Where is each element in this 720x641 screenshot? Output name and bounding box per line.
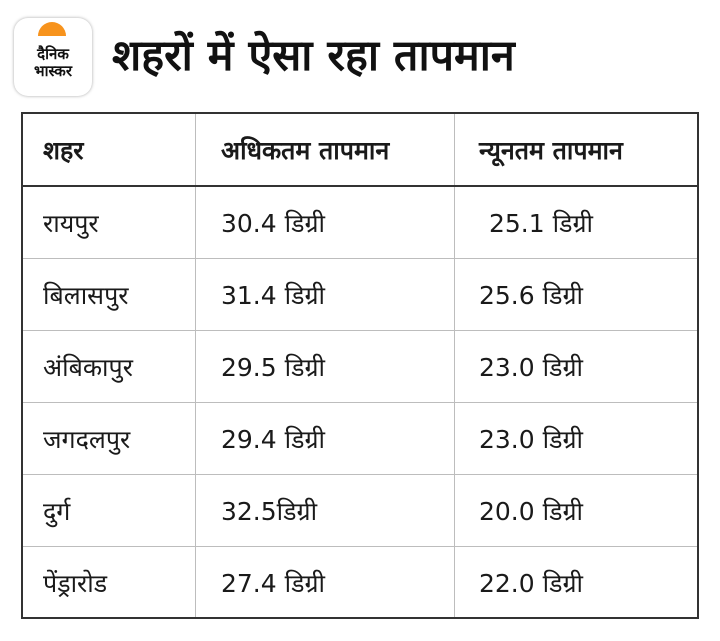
min-temp-cell: 20.0 डिग्री xyxy=(479,496,584,526)
city-cell: दुर्ग xyxy=(43,496,71,526)
sun-icon xyxy=(38,22,66,36)
max-temp-cell: 29.5 डिग्री xyxy=(221,352,326,382)
city-cell: जगदलपुर xyxy=(43,424,131,454)
column-divider xyxy=(195,114,196,617)
brand-name-line2: भास्कर xyxy=(34,62,72,80)
table-row: जगदलपुर 29.4 डिग्री 23.0 डिग्री xyxy=(23,403,697,475)
max-temp-cell: 32.5डिग्री xyxy=(221,496,318,526)
city-cell: बिलासपुर xyxy=(43,280,129,310)
city-cell: पेंड्रारोड xyxy=(43,569,108,598)
max-temp-cell: 27.4 डिग्री xyxy=(221,569,326,598)
min-temp-cell: 22.0 डिग्री xyxy=(479,569,584,598)
min-temp-cell: 25.1 डिग्री xyxy=(489,208,594,238)
temperature-table: शहर अधिकतम तापमान न्यूनतम तापमान रायपुर … xyxy=(21,112,699,619)
page-title: शहरों में ऐसा रहा तापमान xyxy=(112,31,515,81)
table-row: दुर्ग 32.5डिग्री 20.0 डिग्री xyxy=(23,475,697,547)
min-temp-cell: 23.0 डिग्री xyxy=(479,352,584,382)
table-row: बिलासपुर 31.4 डिग्री 25.6 डिग्री xyxy=(23,259,697,331)
table-row: रायपुर 30.4 डिग्री 25.1 डिग्री xyxy=(23,187,697,259)
min-temp-cell: 25.6 डिग्री xyxy=(479,280,584,310)
brand-name-line1: दैनिक xyxy=(37,45,69,63)
column-divider xyxy=(454,114,455,617)
header-max-temp: अधिकतम तापमान xyxy=(221,135,390,165)
header-min-temp: न्यूनतम तापमान xyxy=(479,135,623,165)
min-temp-cell: 23.0 डिग्री xyxy=(479,424,584,454)
table-header-row: शहर अधिकतम तापमान न्यूनतम तापमान xyxy=(23,114,697,187)
brand-logo: दैनिक भास्कर xyxy=(14,18,92,96)
header-city: शहर xyxy=(43,135,84,165)
table-row: अंबिकापुर 29.5 डिग्री 23.0 डिग्री xyxy=(23,331,697,403)
table-row: पेंड्रारोड 27.4 डिग्री 22.0 डिग्री xyxy=(23,547,697,619)
max-temp-cell: 31.4 डिग्री xyxy=(221,280,326,310)
max-temp-cell: 29.4 डिग्री xyxy=(221,424,326,454)
city-cell: अंबिकापुर xyxy=(43,352,133,382)
max-temp-cell: 30.4 डिग्री xyxy=(221,208,326,238)
city-cell: रायपुर xyxy=(43,208,99,238)
